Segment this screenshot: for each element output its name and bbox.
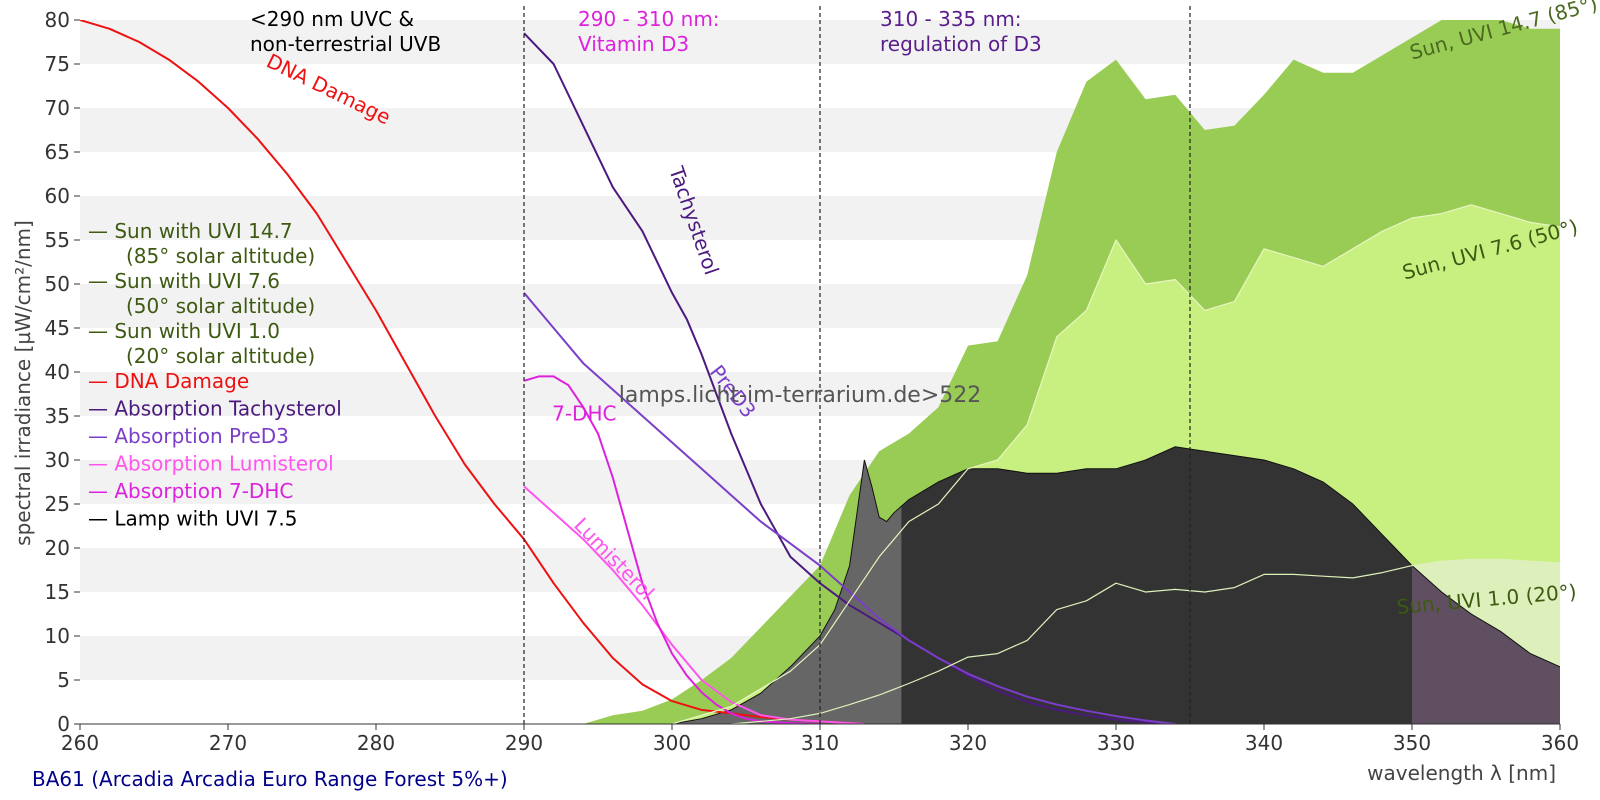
y-tick-label: 35 bbox=[45, 404, 70, 428]
legend-entry: (85° solar altitude) bbox=[126, 244, 315, 268]
y-tick-label: 25 bbox=[45, 492, 70, 516]
legend: — Sun with UVI 14.7(85° solar altitude)—… bbox=[88, 219, 342, 531]
region-label: Vitamin D3 bbox=[578, 32, 689, 56]
chart-caption: BA61 (Arcadia Arcadia Euro Range Forest … bbox=[32, 767, 508, 791]
label-7-dhc: 7-DHC bbox=[552, 401, 616, 425]
y-tick-label: 45 bbox=[45, 316, 70, 340]
x-tick-label: 310 bbox=[801, 731, 839, 755]
legend-entry: — Sun with UVI 7.6 bbox=[88, 269, 280, 293]
x-tick-label: 300 bbox=[653, 731, 691, 755]
region-label: non-terrestrial UVB bbox=[250, 32, 441, 56]
legend-entry: — DNA Damage bbox=[88, 369, 249, 393]
lamp-area-uva bbox=[1412, 565, 1560, 724]
curve-uvi-1-0-outline bbox=[731, 558, 1560, 724]
legend-entry: — Absorption PreD3 bbox=[88, 424, 289, 448]
x-tick-label: 290 bbox=[505, 731, 543, 755]
region-dividers: <290 nm UVC &non-terrestrial UVB 290 - 31… bbox=[250, 6, 1191, 724]
region-label: <290 nm UVC & bbox=[250, 7, 414, 31]
y-tick-label: 60 bbox=[45, 184, 70, 208]
lamp-outline bbox=[671, 446, 1561, 725]
x-tick-label: 330 bbox=[1097, 731, 1135, 755]
watermark: lamps.licht-im-terrarium.de>522 bbox=[619, 383, 982, 408]
x-tick-label: 270 bbox=[209, 731, 247, 755]
x-tick-label: 260 bbox=[61, 731, 99, 755]
y-tick-label: 80 bbox=[45, 8, 70, 32]
y-tick-label: 20 bbox=[45, 536, 70, 560]
legend-entry: — Sun with UVI 14.7 bbox=[88, 219, 293, 243]
y-tick-label: 10 bbox=[45, 624, 70, 648]
region-label: 310 - 335 nm: bbox=[880, 7, 1022, 31]
legend-entry: (50° solar altitude) bbox=[126, 294, 315, 318]
y-tick-label: 55 bbox=[45, 228, 70, 252]
legend-entry: — Sun with UVI 1.0 bbox=[88, 319, 280, 343]
y-tick-label: 0 bbox=[57, 712, 70, 736]
curve-tachysterol bbox=[523, 32, 1176, 724]
lamp-area-uvb bbox=[672, 460, 902, 724]
y-tick-label: 50 bbox=[45, 272, 70, 296]
absorption-curves bbox=[80, 20, 1560, 724]
plot-axes: 260 270 280 290 300 310 320 330 340 350 360 0 5 10 15 2… bbox=[45, 8, 1580, 755]
x-axis-label: wavelength λ [nm] bbox=[1367, 761, 1556, 785]
legend-entry: (20° solar altitude) bbox=[126, 344, 315, 368]
y-tick-label: 15 bbox=[45, 580, 70, 604]
y-axis-label: spectral irradiance [µW/cm²/nm] bbox=[11, 220, 35, 546]
lamp-overlays bbox=[671, 446, 1561, 725]
y-tick-label: 5 bbox=[57, 668, 70, 692]
y-tick-label: 75 bbox=[45, 52, 70, 76]
x-tick-label: 280 bbox=[357, 731, 395, 755]
legend-entry: — Absorption Lumisterol bbox=[88, 452, 334, 476]
legend-entry: — Absorption Tachysterol bbox=[88, 397, 342, 421]
x-tick-label: 340 bbox=[1245, 731, 1283, 755]
curve-pred3 bbox=[523, 292, 1176, 724]
region-label: 290 - 310 nm: bbox=[578, 7, 720, 31]
y-tick-label: 30 bbox=[45, 448, 70, 472]
x-tick-label: 360 bbox=[1541, 731, 1579, 755]
region-label: regulation of D3 bbox=[880, 32, 1042, 56]
x-tick-label: 320 bbox=[949, 731, 987, 755]
curve-dna-damage bbox=[80, 20, 865, 724]
y-tick-label: 65 bbox=[45, 140, 70, 164]
legend-entry: — Lamp with UVI 7.5 bbox=[88, 507, 297, 531]
x-tick-label: 350 bbox=[1393, 731, 1431, 755]
curve-7-dhc bbox=[523, 375, 821, 724]
y-tick-label: 40 bbox=[45, 360, 70, 384]
legend-entry: — Absorption 7-DHC bbox=[88, 479, 293, 503]
y-tick-label: 70 bbox=[45, 96, 70, 120]
